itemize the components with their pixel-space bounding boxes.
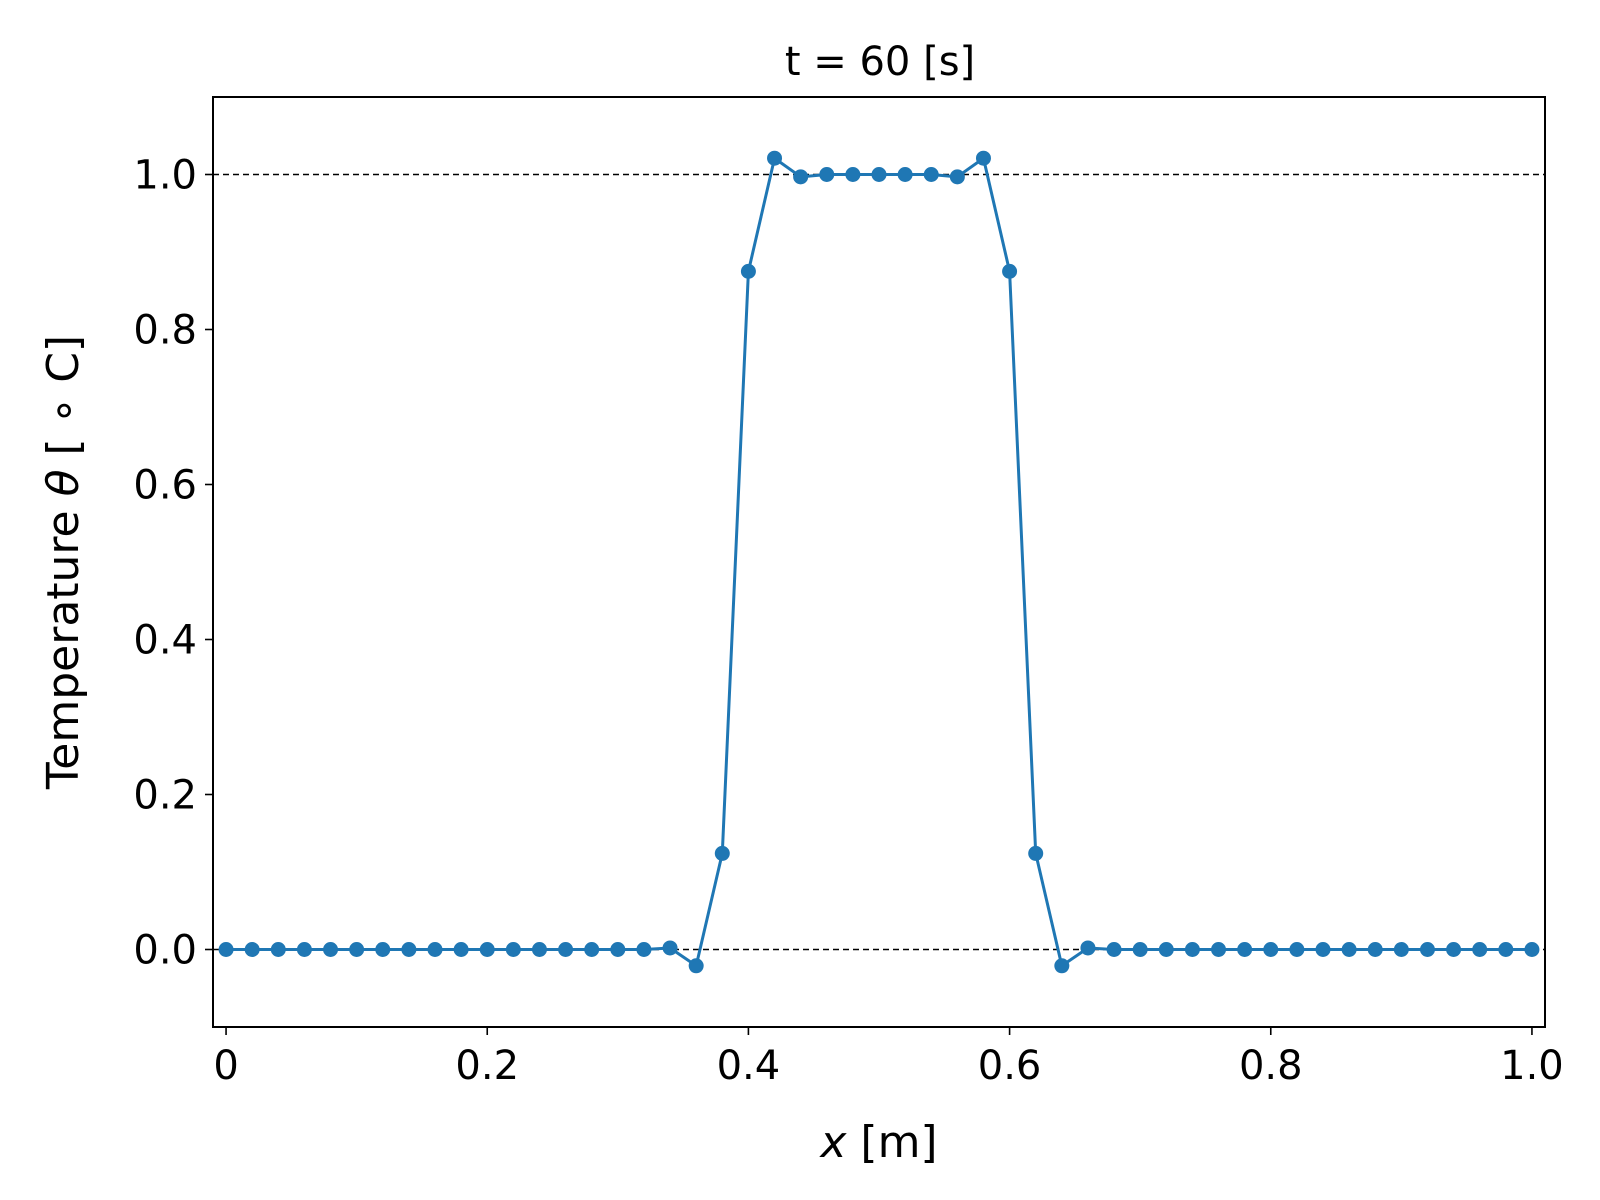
data-point [505, 942, 521, 957]
x-axis-label: x [m] [818, 1117, 937, 1168]
data-point [270, 942, 286, 957]
data-point [1315, 942, 1331, 957]
data-point [296, 942, 312, 957]
data-point [1393, 942, 1409, 957]
data-point [401, 942, 417, 957]
data-point [1237, 942, 1253, 957]
x-tick-label: 1.0 [1500, 1043, 1564, 1089]
data-point [1498, 942, 1514, 957]
series-line [226, 156, 1532, 968]
data-point [1132, 942, 1148, 957]
data-point [479, 942, 495, 957]
data-point [427, 942, 443, 957]
data-point [349, 942, 365, 957]
data-point [949, 169, 965, 185]
y-tick-label: 0.0 [133, 928, 197, 974]
data-point [1472, 942, 1488, 957]
data-point [1446, 942, 1462, 957]
data-point [610, 942, 626, 957]
y-tick-label: 0.6 [133, 463, 197, 509]
data-point [845, 167, 861, 182]
series-layer [218, 150, 1540, 974]
y-tick-label: 1.0 [133, 153, 197, 199]
data-point [584, 942, 600, 957]
data-point [323, 942, 339, 957]
data-point [1367, 942, 1383, 957]
data-point [923, 167, 939, 182]
data-point [714, 845, 730, 861]
data-point [1341, 942, 1357, 957]
y-axis-variable: θ [38, 469, 89, 496]
y-tick-label: 0.8 [133, 308, 197, 354]
data-point [819, 167, 835, 182]
x-tick-label: 0 [213, 1043, 238, 1089]
x-tick-label: 0.4 [717, 1043, 781, 1089]
data-point [793, 169, 809, 185]
x-tick-label: 0.8 [1239, 1043, 1303, 1089]
data-point [218, 942, 234, 957]
x-tick-label: 0.2 [455, 1043, 519, 1089]
data-point [1524, 942, 1540, 957]
x-axis-variable: x [818, 1117, 847, 1168]
y-tick-label: 0.4 [133, 618, 197, 664]
data-point [1002, 263, 1018, 279]
data-point [1080, 940, 1096, 956]
y-axis-prefix: Temperature [38, 496, 89, 790]
reference-lines [213, 173, 1545, 951]
data-point [897, 167, 913, 182]
data-point [1158, 942, 1174, 957]
data-point [244, 942, 260, 957]
data-point [558, 942, 574, 957]
data-point [662, 940, 678, 956]
data-point [1054, 958, 1070, 974]
y-axis: 0.0 0.2 0.4 0.6 0.8 1.0 [133, 153, 213, 974]
data-point [636, 942, 652, 957]
data-point [1106, 942, 1122, 957]
y-tick-label: 0.2 [133, 773, 197, 819]
data-point [767, 150, 783, 166]
data-point [871, 167, 887, 182]
data-point [740, 263, 756, 279]
data-point [1184, 942, 1200, 957]
data-point [375, 942, 391, 957]
data-point [1419, 942, 1435, 957]
x-axis: 0 0.2 0.4 0.6 0.8 1.0 [213, 1027, 1564, 1089]
data-point [1028, 845, 1044, 861]
data-point [1263, 942, 1279, 957]
chart-title: t = 60 [s] [785, 39, 975, 85]
y-axis-suffix: [ ∘ C] [38, 335, 89, 470]
data-point [688, 958, 704, 974]
data-point [531, 942, 547, 957]
data-point [1211, 942, 1227, 957]
plot-frame [212, 96, 1546, 1028]
y-axis-label: Temperature θ [ ∘ C] [38, 335, 89, 790]
x-tick-label: 0.6 [978, 1043, 1042, 1089]
data-point [453, 942, 469, 957]
data-point [975, 150, 991, 166]
x-axis-unit: [m] [846, 1117, 937, 1168]
data-point [1289, 942, 1305, 957]
